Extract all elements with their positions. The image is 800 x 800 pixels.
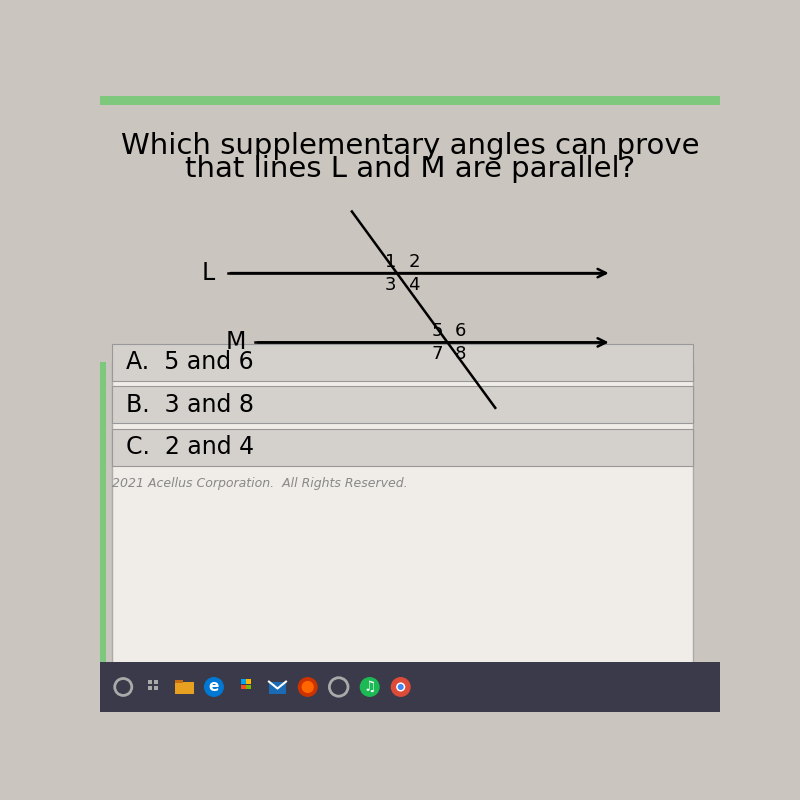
Text: that lines L and M are parallel?: that lines L and M are parallel? [185,155,635,183]
Circle shape [391,678,410,696]
Bar [241,679,246,684]
Bar [148,686,152,690]
Text: 2021 Acellus Corporation.  All Rights Reserved.: 2021 Acellus Corporation. All Rights Res… [112,477,407,490]
FancyBboxPatch shape [175,680,183,683]
Bar [148,680,152,684]
Bar [112,429,693,466]
Text: 8: 8 [454,345,466,363]
Text: 4: 4 [408,276,420,294]
Circle shape [302,682,313,692]
Text: 5: 5 [431,322,443,340]
Bar [154,680,158,684]
Text: 7: 7 [431,345,443,363]
Text: e: e [209,679,219,694]
Text: L: L [202,261,215,285]
Circle shape [360,678,379,696]
Text: 3: 3 [385,276,396,294]
FancyBboxPatch shape [112,362,693,666]
Text: C.  2 and 4: C. 2 and 4 [126,435,254,459]
Text: A.  5 and 6: A. 5 and 6 [126,350,253,374]
Circle shape [398,685,403,690]
Bar [112,386,693,423]
FancyBboxPatch shape [175,682,194,694]
Text: 2: 2 [408,253,420,270]
Circle shape [205,678,223,696]
Bar [112,344,693,381]
Text: M: M [226,330,246,354]
Bar [246,679,251,684]
Bar [154,686,158,690]
Circle shape [298,678,317,696]
Text: 6: 6 [454,322,466,340]
Bar [246,685,251,690]
Text: B.  3 and 8: B. 3 and 8 [126,393,254,417]
Bar [100,96,720,106]
Text: Which supplementary angles can prove: Which supplementary angles can prove [121,132,699,160]
Text: ♫: ♫ [363,680,376,694]
Bar [241,685,246,690]
FancyBboxPatch shape [269,682,286,694]
Circle shape [397,683,405,691]
Bar [100,662,720,712]
Text: 1: 1 [385,253,396,270]
Bar [100,362,106,666]
